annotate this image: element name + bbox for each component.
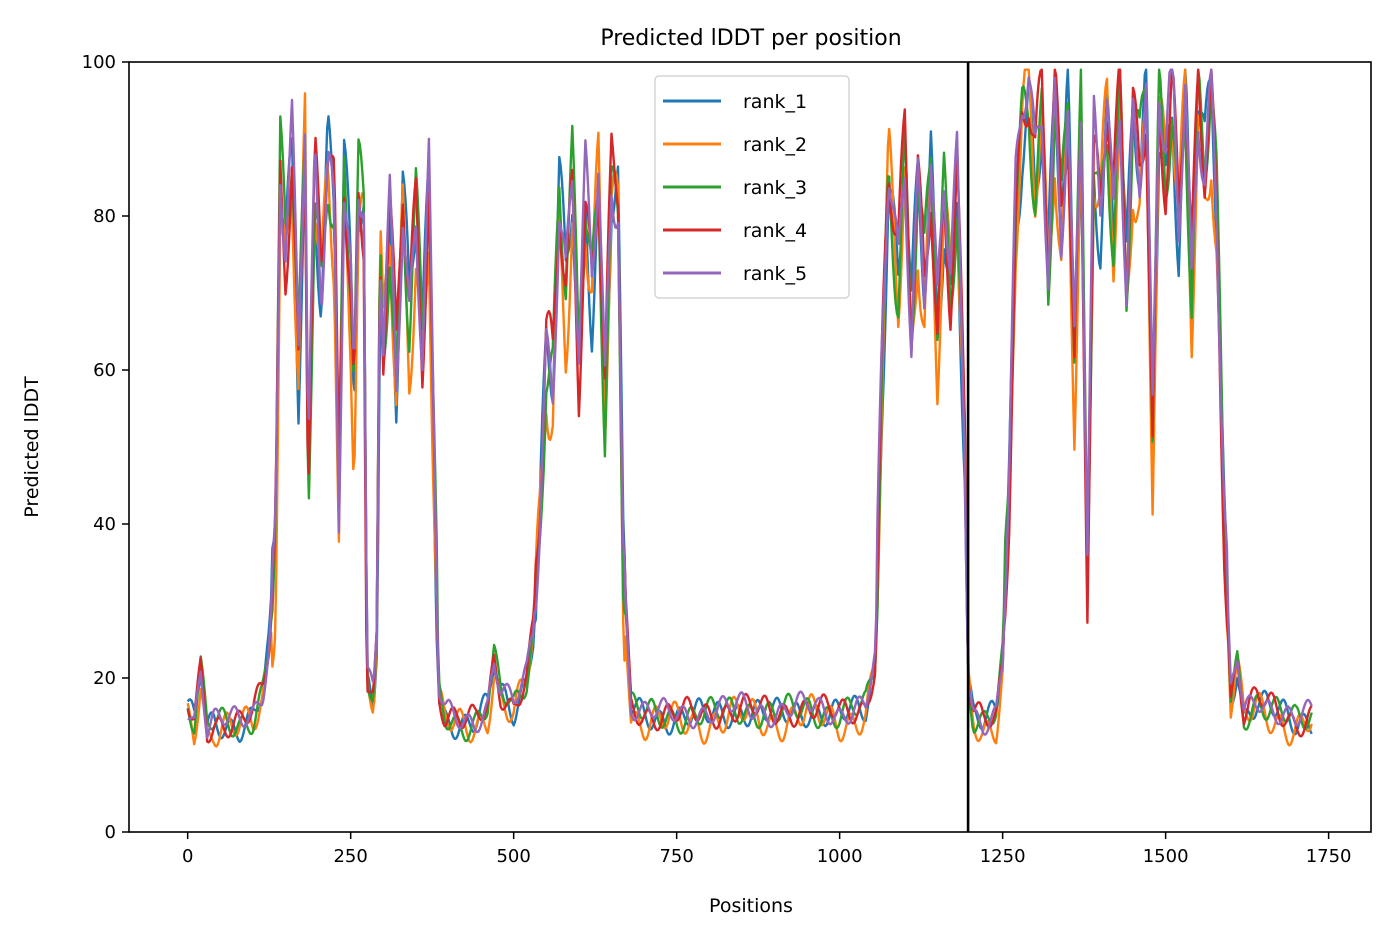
legend: rank_1 rank_2 rank_3 rank_4 rank_5 xyxy=(654,75,850,299)
x-axis-label: Positions xyxy=(709,895,793,917)
legend-label-rank_3: rank_3 xyxy=(743,177,807,199)
x-tick-label: 500 xyxy=(496,846,530,867)
legend-box xyxy=(654,75,850,299)
x-tick-label: 1500 xyxy=(1143,846,1189,867)
y-tick-label: 20 xyxy=(93,668,116,689)
legend-label-rank_4: rank_4 xyxy=(743,220,807,242)
y-axis-label: Predicted lDDT xyxy=(21,376,43,518)
legend-label-rank_1: rank_1 xyxy=(743,91,807,113)
series-line-rank_5 xyxy=(187,68,1313,739)
x-tick-label: 0 xyxy=(182,846,193,867)
y-tick-label: 60 xyxy=(93,360,116,381)
plot-frame xyxy=(128,61,1372,833)
x-tick-label: 1000 xyxy=(817,846,863,867)
x-tick-label: 1750 xyxy=(1306,846,1352,867)
x-axis: 0 250 500 750 1000 1250 1500 1750 xyxy=(182,832,1352,867)
chart-title: Predicted lDDT per position xyxy=(600,26,901,51)
y-tick-label: 40 xyxy=(93,514,116,535)
y-tick-label: 0 xyxy=(105,822,116,843)
y-tick-label: 80 xyxy=(93,206,116,227)
x-tick-label: 750 xyxy=(659,846,693,867)
x-tick-label: 1250 xyxy=(980,846,1026,867)
y-axis: 0 20 40 60 80 100 xyxy=(82,52,129,843)
series-lines xyxy=(186,68,1313,748)
legend-label-rank_2: rank_2 xyxy=(743,134,807,156)
legend-label-rank_5: rank_5 xyxy=(743,263,807,285)
y-tick-label: 100 xyxy=(82,52,116,73)
x-tick-label: 250 xyxy=(333,846,367,867)
